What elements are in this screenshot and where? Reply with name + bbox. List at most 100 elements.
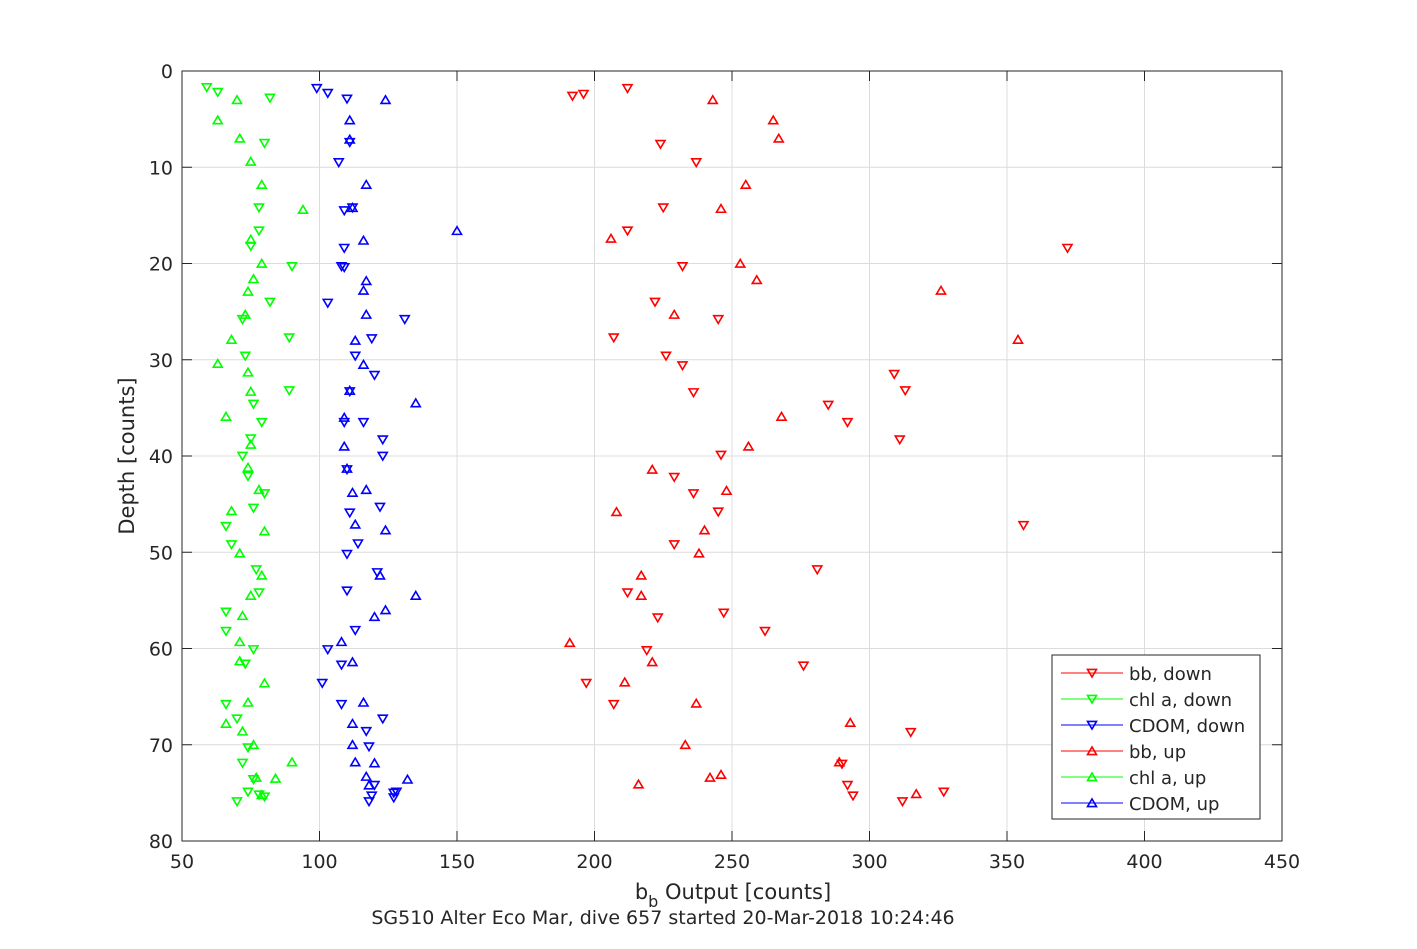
data-point <box>335 660 348 671</box>
legend-marker <box>1086 745 1098 756</box>
data-point <box>797 661 810 672</box>
data-point <box>341 462 353 473</box>
y-tick-label: 70 <box>149 735 173 757</box>
data-point <box>607 333 620 344</box>
data-point <box>750 274 763 285</box>
data-point <box>398 314 411 325</box>
data-point <box>360 178 373 189</box>
data-point <box>910 788 923 799</box>
y-axis-label: Depth [counts] <box>115 377 139 534</box>
data-point <box>233 655 246 666</box>
data-point <box>239 351 252 362</box>
data-point <box>231 797 243 808</box>
legend-box <box>1051 654 1261 820</box>
data-point <box>387 788 400 799</box>
data-point <box>233 636 246 647</box>
data-point <box>220 717 232 728</box>
y-axis-ticks: 0 10 20 30 40 50 60 70 80 <box>149 61 1282 853</box>
data-point <box>409 589 422 600</box>
data-point <box>297 203 309 214</box>
x-axis-label-rest: Output [counts] <box>658 880 831 904</box>
data-point <box>635 569 648 580</box>
data-point <box>690 697 703 708</box>
x-tick-label: 100 <box>301 851 337 873</box>
data-point <box>621 83 634 94</box>
data-point <box>566 91 579 102</box>
data-point <box>687 388 700 399</box>
data-point <box>231 94 243 105</box>
x-tick-label: 250 <box>714 851 750 873</box>
data-point <box>258 677 271 688</box>
data-point <box>687 489 700 500</box>
data-point <box>374 502 386 513</box>
data-point <box>346 739 359 750</box>
data-point <box>225 505 238 516</box>
data-point <box>338 411 351 422</box>
data-point <box>379 604 392 615</box>
legend-entry: bb, up <box>1061 742 1186 763</box>
data-point <box>349 334 362 345</box>
x-tick-label: 200 <box>576 851 612 873</box>
data-point <box>607 699 620 710</box>
data-point <box>363 797 375 808</box>
data-point <box>621 226 634 237</box>
data-point <box>365 791 378 802</box>
data-point <box>242 787 254 798</box>
data-point <box>343 508 356 519</box>
legend-label: bb, down <box>1129 664 1212 685</box>
data-point <box>357 358 370 369</box>
data-point <box>657 203 670 214</box>
data-point <box>379 94 392 105</box>
y-tick-label: 0 <box>161 61 173 83</box>
data-point <box>712 507 725 518</box>
data-point <box>220 626 232 637</box>
data-point <box>346 717 359 728</box>
data-point <box>264 93 276 104</box>
data-point <box>368 370 381 381</box>
data-point <box>253 588 265 599</box>
data-point <box>258 525 271 536</box>
data-point <box>225 540 238 551</box>
data-point <box>258 138 271 149</box>
x-axis-ticks: 50 100 150 200 250 300 350 400 450 <box>170 71 1300 873</box>
data-point <box>836 759 848 770</box>
data-point <box>220 521 232 532</box>
series-bb-down <box>566 83 1074 808</box>
legend-label: CDOM, down <box>1129 716 1245 737</box>
data-point <box>935 284 947 295</box>
data-point <box>255 417 268 428</box>
data-point <box>321 645 334 656</box>
data-point <box>244 155 257 166</box>
data-point <box>247 503 260 514</box>
data-point <box>580 678 593 689</box>
y-tick-label: 20 <box>149 254 173 276</box>
data-point <box>242 285 254 296</box>
data-point <box>200 82 213 93</box>
data-point <box>451 225 463 236</box>
legend-label: chl a, up <box>1129 768 1206 789</box>
data-point <box>250 771 263 782</box>
data-point <box>236 610 249 621</box>
data-point <box>1061 243 1074 254</box>
data-point <box>368 611 381 622</box>
data-point <box>717 608 730 619</box>
series-chl-a-up <box>211 94 309 800</box>
data-point <box>236 758 249 769</box>
data-point <box>357 696 370 707</box>
data-point <box>316 678 329 689</box>
y-tick-label: 60 <box>149 639 173 661</box>
legend-entry: chl a, up <box>1061 768 1206 789</box>
x-axis-label: bb Output [counts] <box>635 880 831 911</box>
data-point <box>244 434 257 445</box>
data-point <box>253 203 265 214</box>
data-point <box>676 361 689 372</box>
data-point <box>349 625 362 636</box>
data-point <box>286 756 298 767</box>
legend-marker <box>1086 668 1098 679</box>
series-chl-a-down <box>200 82 298 808</box>
data-point <box>338 417 351 428</box>
data-point <box>577 89 590 100</box>
data-point <box>335 699 348 710</box>
data-point <box>346 202 359 213</box>
data-point <box>310 83 323 94</box>
